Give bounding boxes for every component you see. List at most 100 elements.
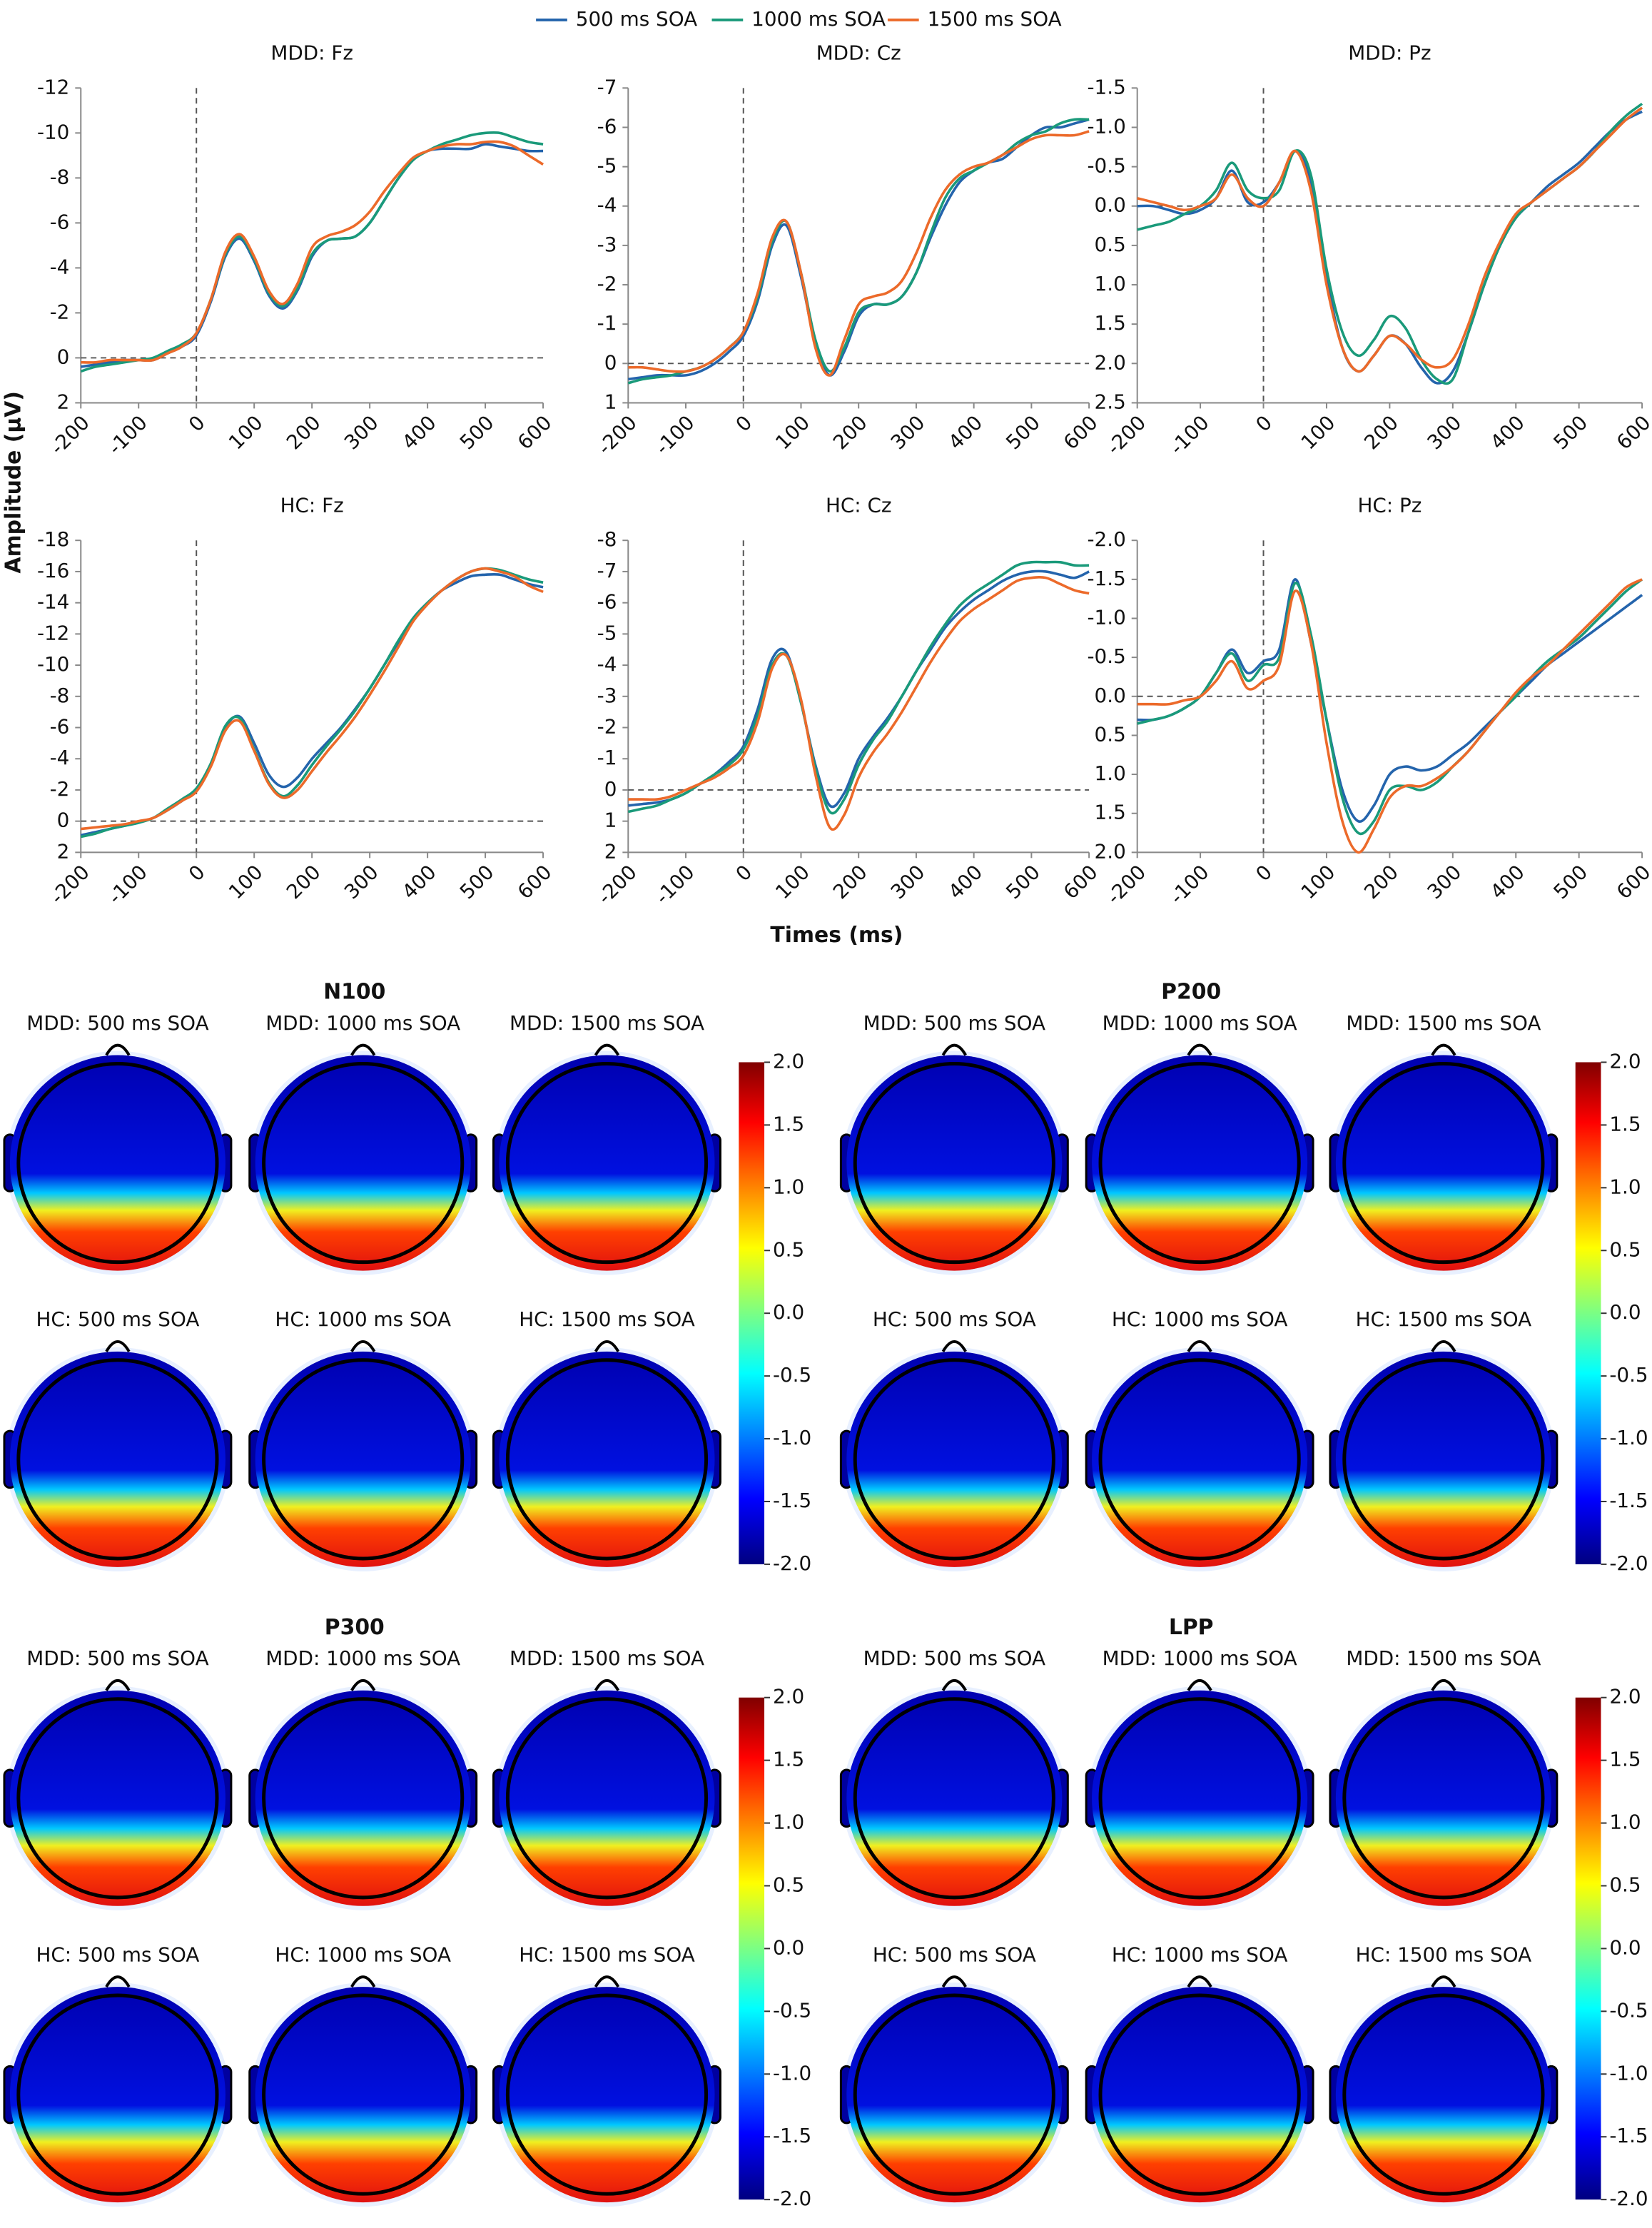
x-tick-label: 200 [282,411,325,455]
y-tick-label: -1 [597,746,617,769]
nose [941,1340,967,1352]
colorbar-tick-label: -1.5 [1609,1489,1648,1512]
x-tick-label: 300 [1423,860,1466,903]
head-outline [853,1358,1055,1561]
x-tick-label: 500 [455,860,499,903]
y-tick-label: -2 [597,715,617,739]
y-tick-label: -12 [37,621,69,644]
y-tick-label: -3 [597,684,617,707]
head-outline [1342,1993,1545,2196]
map-label: MDD: 500 ms SOA [863,1011,1045,1035]
y-tick-label: -6 [597,114,617,138]
colorbar-tick-label: 1.5 [773,1112,804,1135]
x-tick-label: 100 [1297,411,1340,455]
topomap [846,1055,1063,1271]
colorbar-tick-label: -2.0 [1609,2187,1648,2210]
colorbar-tick-label: -1.0 [773,2061,811,2085]
colorbar-tick-label: 1.0 [773,1175,804,1198]
x-tick-label: -200 [1102,860,1150,908]
colorbar-tick-label: 0.5 [1609,1873,1641,1896]
y-tick-label: -18 [37,527,69,551]
map-label: HC: 1000 ms SOA [275,1943,451,1966]
y-tick-label: 0 [604,350,617,374]
topomap [499,1351,715,1567]
map-label: HC: 1000 ms SOA [1112,1307,1288,1331]
x-tick-label: 0 [731,860,756,886]
x-tick-label: -200 [46,860,94,908]
chart-title: MDD: Fz [270,41,353,65]
x-tick-label: 600 [513,411,557,455]
y-tick-label: 1.5 [1095,311,1126,335]
colorbar-tick-label: 2.0 [773,1685,804,1708]
map-label: HC: 1500 ms SOA [519,1943,695,1966]
chart-title: HC: Fz [280,494,344,517]
colorbar-tick-label: 2.0 [1609,1049,1641,1073]
y-tick-label: -8 [50,165,70,188]
x-tick-label: 200 [282,860,325,903]
x-tick-label: 400 [397,860,441,903]
colorbar-tick-label: 0.0 [1609,1935,1641,1959]
colorbar-tick-label: 2.0 [1609,1685,1641,1708]
x-tick-label: -200 [1102,411,1150,460]
y-tick-label: -7 [597,75,617,98]
topomap [9,1690,225,1906]
x-tick-label: 300 [886,860,930,903]
x-tick-label: -100 [103,411,152,460]
line-series [1137,110,1643,385]
y-tick-label: 2 [604,839,617,863]
y-tick-label: -0.5 [1088,644,1126,668]
colorbar-tick-label: -0.5 [1609,1998,1648,2022]
nose [1431,1340,1456,1352]
nose [1431,1975,1456,1988]
x-tick-label: -100 [103,860,152,908]
x-tick-label: 0 [184,860,210,886]
colorbar-tick-label: -1.5 [773,1489,811,1512]
map-label: HC: 1500 ms SOA [519,1307,695,1331]
chart-title: HC: Pz [1357,494,1422,517]
y-tick-label: -2 [50,300,70,323]
topomap [1092,1690,1308,1906]
topomap [1335,1690,1551,1906]
map-label: HC: 1000 ms SOA [275,1307,451,1331]
x-tick-label: 300 [340,860,383,903]
x-tick-label: 200 [1359,860,1403,903]
x-tick-label: 0 [184,411,210,437]
y-tick-label: 1.0 [1095,272,1126,295]
map-label: MDD: 500 ms SOA [26,1011,208,1035]
x-tick-label: 400 [397,411,441,455]
colorbar-tick-label: -2.0 [773,1551,811,1575]
y-tick-label: 0.0 [1095,193,1126,217]
nose [350,1975,376,1988]
map-label: MDD: 1500 ms SOA [1346,1646,1541,1670]
head-outline [262,1061,465,1265]
colorbar-tick-label: -1.0 [1609,2061,1648,2085]
head-outline [1098,1993,1301,2196]
line-series [628,576,1090,831]
x-tick-label: 100 [771,411,814,455]
y-tick-label: -4 [50,746,70,769]
map-label: MDD: 1500 ms SOA [510,1646,704,1670]
line-series [1137,106,1643,373]
colorbar-tick-label: 1.0 [773,1811,804,1834]
y-tick-label: -12 [37,75,69,98]
nose [105,1975,131,1988]
x-tick-label: 500 [1001,860,1045,903]
colorbar-tick-label: -2.0 [773,2187,811,2210]
head-outline [505,1993,709,2196]
y-tick-label: -2 [597,272,617,295]
topomap [9,1987,225,2203]
nose [941,1043,967,1056]
y-tick-label: 1.5 [1095,801,1126,824]
x-tick-label: 600 [513,860,557,903]
y-tick-label: -4 [50,255,70,278]
nose [1431,1678,1456,1691]
x-tick-label: 300 [886,411,930,455]
head-outline [1342,1061,1545,1265]
colorbar-tick-label: -1.0 [1609,1426,1648,1449]
nose [105,1678,131,1691]
x-tick-label: -100 [651,411,699,460]
y-tick-label: -10 [37,120,69,143]
topomap [499,1690,715,1906]
